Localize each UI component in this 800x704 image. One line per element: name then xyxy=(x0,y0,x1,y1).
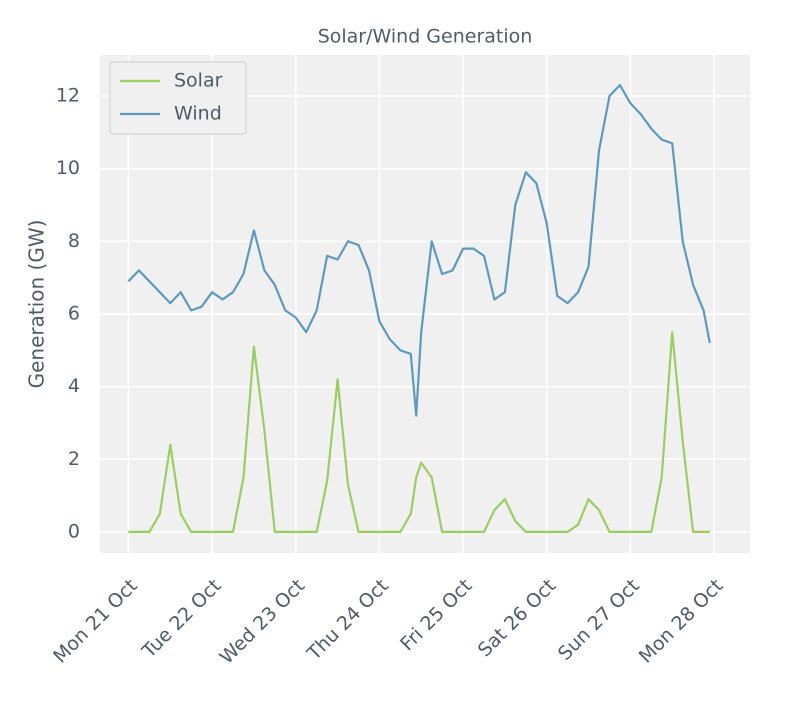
y-tick-label: 12 xyxy=(56,85,80,107)
x-tick-label: Sat 26 Oct xyxy=(474,575,560,661)
y-tick-label: 0 xyxy=(68,520,80,542)
x-tick-label: Tue 22 Oct xyxy=(137,575,225,663)
y-tick-label: 4 xyxy=(68,375,80,397)
x-tick-label: Thu 24 Oct xyxy=(302,575,392,665)
series-line xyxy=(127,84,711,417)
legend-label: Solar xyxy=(174,70,223,92)
x-tick-label: Wed 23 Oct xyxy=(215,575,309,669)
x-tick-label: Mon 21 Oct xyxy=(49,575,142,668)
y-tick-label: 2 xyxy=(68,448,80,470)
x-tick-label: Mon 28 Oct xyxy=(635,575,728,668)
grid xyxy=(100,55,750,553)
lines xyxy=(127,84,711,533)
y-tick-label: 10 xyxy=(56,157,80,179)
y-tick-label: 6 xyxy=(68,302,80,324)
legend-label: Wind xyxy=(174,103,222,125)
y-axis-label: Generation (GW) xyxy=(25,220,49,389)
x-tick-label: Fri 25 Oct xyxy=(396,575,476,655)
series-line xyxy=(128,331,710,533)
y-tick-label: 8 xyxy=(68,230,80,252)
x-tick-label: Sun 27 Oct xyxy=(554,575,644,665)
chart-title: Solar/Wind Generation xyxy=(318,26,533,48)
